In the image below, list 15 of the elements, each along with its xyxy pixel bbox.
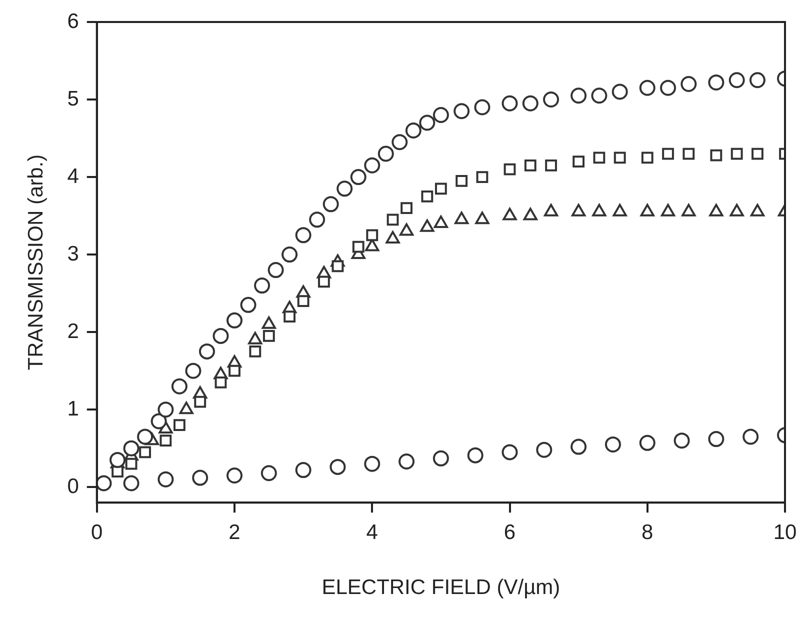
- y-tick-label: 4: [67, 164, 80, 188]
- y-tick-label: 6: [67, 10, 79, 33]
- x-tick-label: 6: [504, 520, 516, 544]
- x-axis-title: ELECTRIC FIELD (V/µm): [322, 576, 560, 600]
- x-tick-label: 10: [773, 520, 797, 544]
- y-tick-label: 0: [67, 474, 79, 498]
- y-tick-label: 2: [67, 320, 79, 343]
- y-tick-label: 1: [67, 397, 79, 420]
- x-tick-label: 2: [228, 520, 240, 544]
- x-tick-label: 8: [642, 520, 654, 544]
- y-axis-title: TRANSMISSION (arb.): [24, 154, 48, 370]
- x-tick-label: 4: [366, 520, 378, 544]
- y-tick-label: 5: [67, 87, 79, 110]
- y-tick-label: 3: [67, 242, 79, 266]
- x-tick-label: 0: [91, 520, 103, 544]
